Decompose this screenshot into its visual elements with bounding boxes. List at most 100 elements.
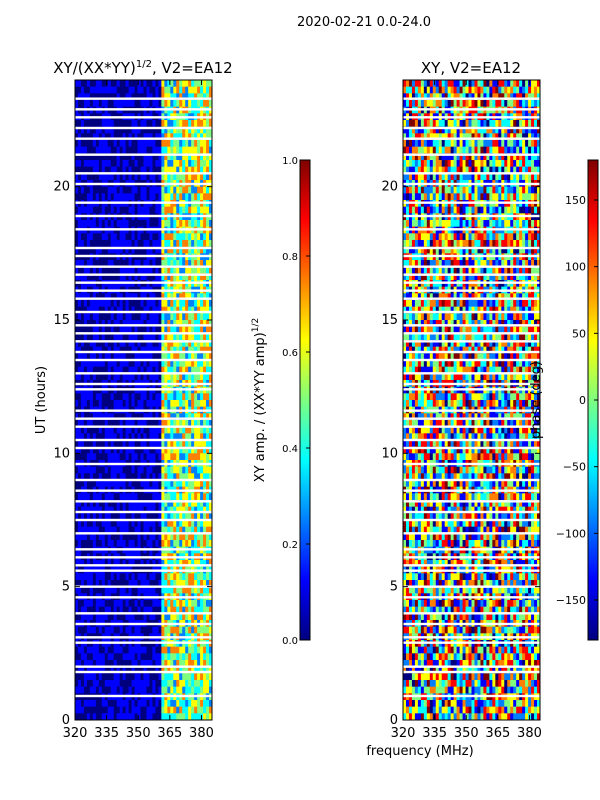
heatmap-cell <box>119 273 124 281</box>
heatmap-cell <box>164 700 168 708</box>
heatmap-cell <box>158 206 162 214</box>
heatmap-cell <box>185 540 189 548</box>
heatmap-cell <box>167 440 171 448</box>
heatmap-cell <box>101 340 106 348</box>
heatmap-cell <box>435 80 440 88</box>
heatmap-cell <box>104 513 109 521</box>
heatmap-cell <box>459 140 463 148</box>
heatmap-cell <box>158 686 162 694</box>
heatmap-cell <box>128 360 132 368</box>
heatmap-cell <box>98 120 103 128</box>
heatmap-cell <box>170 346 174 354</box>
heatmap-cell <box>140 160 144 168</box>
heatmap-cell <box>200 426 204 434</box>
heatmap-cell <box>80 166 85 174</box>
heatmap-cell <box>104 393 109 401</box>
heatmap-cell <box>182 320 186 328</box>
heatmap-cell <box>179 166 183 174</box>
heatmap-cell <box>498 126 502 134</box>
heatmap-cell <box>489 86 493 94</box>
heatmap-cell <box>176 513 180 521</box>
heatmap-cell <box>107 586 112 594</box>
data-gap-line <box>75 665 212 668</box>
heatmap-cell <box>77 473 82 481</box>
heatmap-cell <box>209 173 212 181</box>
heatmap-cell <box>203 453 207 461</box>
heatmap-cell <box>113 500 118 508</box>
heatmap-cell <box>113 646 118 654</box>
heatmap-cell <box>200 493 204 501</box>
heatmap-cell <box>459 80 463 88</box>
heatmap-cell <box>414 140 419 148</box>
heatmap-cell <box>155 560 159 568</box>
heatmap-cell <box>155 600 159 608</box>
heatmap-cell <box>534 133 538 141</box>
heatmap-cell <box>194 400 198 408</box>
heatmap-cell <box>173 666 177 674</box>
colorbar-tick-label: 0.8 <box>282 252 298 263</box>
heatmap-cell <box>167 606 171 614</box>
heatmap-cell <box>131 426 135 434</box>
heatmap-cell <box>149 173 153 181</box>
heatmap-cell <box>522 100 526 108</box>
heatmap-cell <box>128 326 132 334</box>
heatmap-cell <box>113 666 118 674</box>
heatmap-cell <box>185 473 189 481</box>
heatmap-cell <box>200 146 204 154</box>
heatmap-cell <box>182 540 186 548</box>
heatmap-cell <box>444 86 449 94</box>
heatmap-cell <box>125 293 130 301</box>
heatmap-cell <box>432 140 437 148</box>
heatmap-cell <box>122 413 127 421</box>
heatmap-cell <box>83 120 88 128</box>
heatmap-cell <box>98 353 103 361</box>
heatmap-cell <box>140 266 144 274</box>
heatmap-cell <box>89 626 94 634</box>
heatmap-cell <box>143 340 147 348</box>
heatmap-cell <box>209 153 212 161</box>
heatmap-cell <box>128 613 132 621</box>
heatmap-cell <box>498 133 502 141</box>
heatmap-cell <box>128 246 132 254</box>
heatmap-cell <box>155 340 159 348</box>
heatmap-cell <box>167 240 171 248</box>
heatmap-cell <box>107 600 112 608</box>
heatmap-cell <box>116 240 121 248</box>
heatmap-cell <box>200 706 204 714</box>
heatmap-cell <box>83 266 88 274</box>
heatmap-cell <box>203 520 207 528</box>
heatmap-cell <box>98 166 103 174</box>
heatmap-cell <box>149 340 153 348</box>
heatmap-cell <box>119 613 124 621</box>
heatmap-cell <box>131 373 135 381</box>
heatmap-cell <box>161 506 165 514</box>
heatmap-cell <box>137 700 141 708</box>
heatmap-cell <box>173 373 177 381</box>
heatmap-cell <box>161 493 165 501</box>
heatmap-cell <box>104 220 109 228</box>
heatmap-cell <box>83 240 88 248</box>
heatmap-cell <box>83 573 88 581</box>
heatmap-cell <box>128 466 132 474</box>
heatmap-cell <box>537 140 540 148</box>
heatmap-cell <box>489 120 493 128</box>
heatmap-cell <box>206 220 210 228</box>
heatmap-cell <box>140 473 144 481</box>
heatmap-cell <box>429 100 434 108</box>
heatmap-cell <box>101 493 106 501</box>
heatmap-cell <box>122 326 127 334</box>
heatmap-cell <box>107 560 112 568</box>
heatmap-cell <box>128 453 132 461</box>
heatmap-cell <box>200 400 204 408</box>
heatmap-cell <box>197 300 201 308</box>
heatmap-cell <box>194 373 198 381</box>
heatmap-cell <box>95 520 100 528</box>
heatmap-cell <box>432 120 437 128</box>
heatmap-cell <box>137 666 141 674</box>
heatmap-cell <box>113 80 118 88</box>
heatmap-cell <box>200 93 204 101</box>
heatmap-cell <box>131 240 135 248</box>
heatmap-cell <box>95 613 100 621</box>
heatmap-cell <box>209 266 212 274</box>
heatmap-cell <box>125 320 130 328</box>
